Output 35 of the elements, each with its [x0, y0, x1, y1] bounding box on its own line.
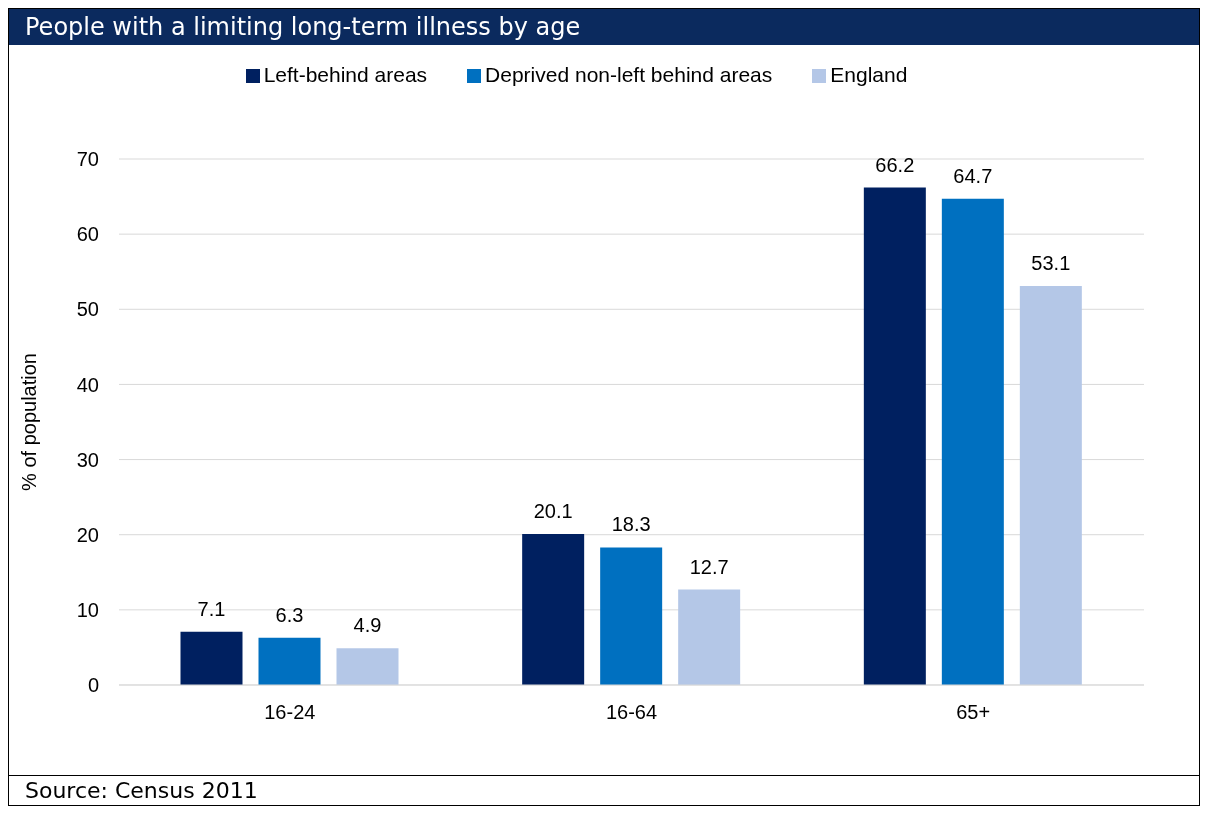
data-label: 4.9	[353, 614, 382, 637]
bar	[1019, 285, 1082, 685]
bar	[600, 547, 663, 685]
y-tick-label: 40	[76, 373, 99, 396]
data-label: 66.2	[875, 153, 915, 176]
data-label: 18.3	[611, 513, 651, 536]
bar	[258, 637, 321, 685]
source-note: Source: Census 2011	[9, 775, 1199, 805]
legend-label: Deprived non-left behind areas	[485, 63, 773, 86]
x-tick-label: 16-24	[264, 701, 316, 724]
data-label: 64.7	[953, 164, 993, 187]
data-label: 53.1	[1031, 251, 1071, 274]
chart-title: People with a limiting long-term illness by age	[9, 9, 1199, 45]
y-axis-title: % of population	[18, 353, 41, 491]
data-label: 7.1	[197, 597, 226, 620]
bar	[522, 533, 585, 685]
y-tick-label: 0	[87, 674, 99, 697]
y-tick-label: 10	[76, 598, 99, 621]
data-label: 12.7	[689, 555, 729, 578]
x-tick-label: 16-64	[605, 701, 658, 724]
y-tick-label: 30	[76, 448, 99, 471]
bar	[941, 198, 1004, 685]
bar	[863, 187, 926, 685]
y-tick-label: 20	[76, 523, 99, 546]
legend-label: Left-behind areas	[263, 63, 428, 86]
bar	[336, 648, 399, 685]
y-tick-label: 70	[76, 148, 99, 171]
data-label: 20.1	[533, 499, 573, 522]
y-tick-label: 60	[76, 223, 99, 246]
bar	[180, 631, 243, 685]
x-tick-label: 65+	[956, 701, 991, 724]
legend-label: England	[830, 63, 908, 86]
bar	[678, 589, 741, 685]
y-tick-label: 50	[76, 298, 99, 321]
data-label: 6.3	[275, 603, 304, 626]
